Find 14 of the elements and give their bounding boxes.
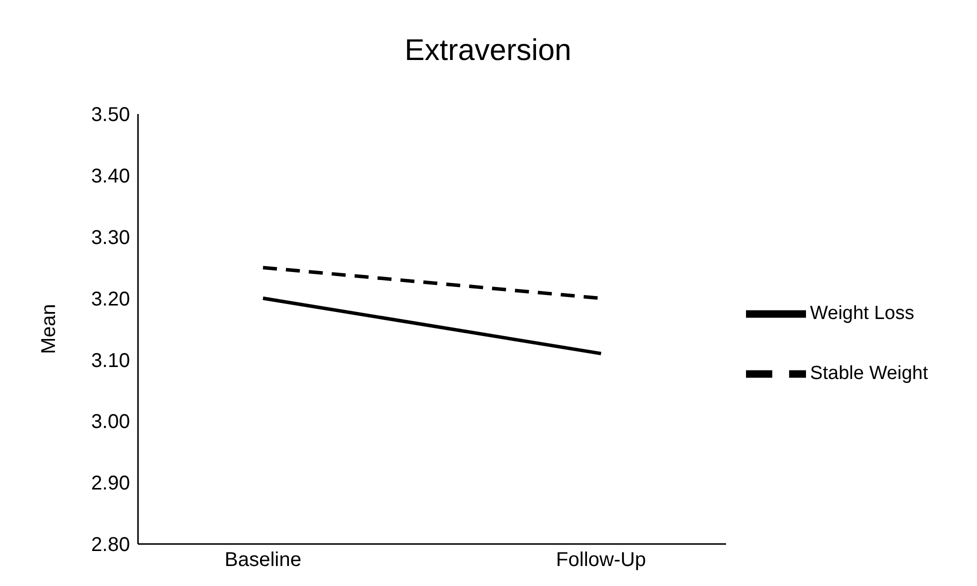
x-tick-label: Follow-Up [556,549,646,572]
chart-title: Extraversion [404,33,572,69]
legend-label: Weight Loss [810,303,914,324]
y-tick-label: 3.40 [91,166,130,188]
x-tick-label: Baseline [224,549,302,572]
y-tick-label: 3.00 [91,411,130,434]
y-tick-label: 2.90 [91,472,130,495]
legend-label: Stable Weight [810,363,928,384]
y-tick-label: 3.50 [91,104,130,126]
y-tick-label: 3.20 [91,288,130,310]
y-axis-title: Mean [38,304,60,354]
y-tick-label: 2.80 [91,534,130,556]
y-tick-label: 3.10 [91,350,130,372]
y-tick-label: 3.30 [91,226,130,249]
